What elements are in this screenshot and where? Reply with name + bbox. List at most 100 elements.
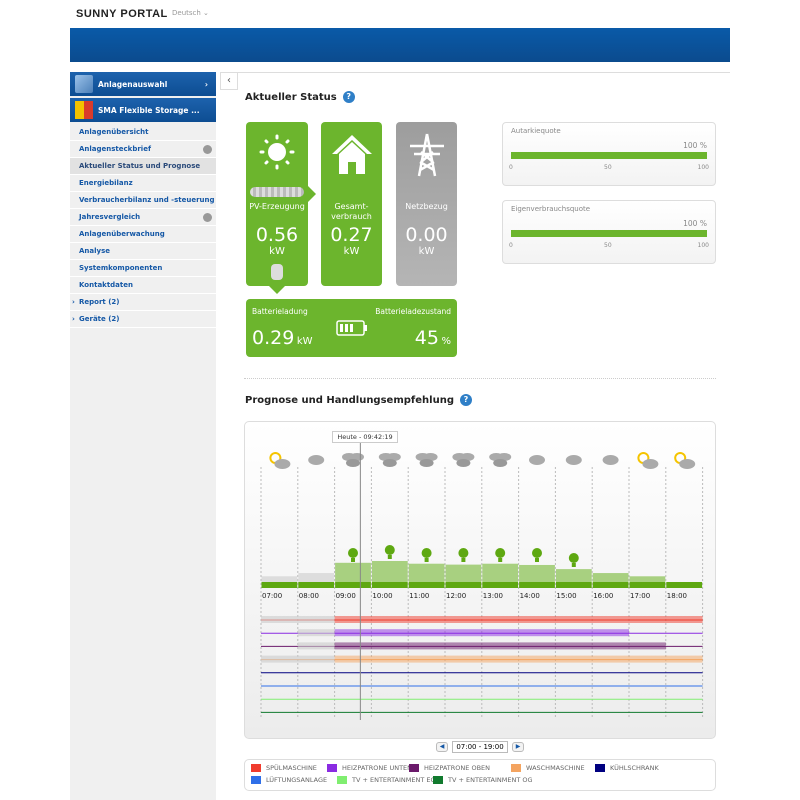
sidebar-item[interactable]: › Report (2): [70, 294, 216, 311]
cloud-icon: [642, 459, 659, 469]
timeline-bar: [666, 582, 703, 588]
flow-pointer: [269, 286, 285, 294]
hour-label: 07:00: [262, 592, 282, 600]
help-icon[interactable]: ?: [459, 394, 472, 406]
lightbulb-icon: [568, 553, 579, 563]
lightbulb-icon: [424, 558, 429, 562]
status-title: Aktueller Status: [245, 91, 337, 103]
cloud-icon: [346, 459, 360, 467]
legend-label: LÜFTUNGSANLAGE: [266, 776, 328, 784]
sidebar-item[interactable]: Jahresvergleich: [70, 209, 216, 226]
forecast-chart: 07:00 08:00 09:00 10:00 11:00 12:00 13:00 14:00…: [244, 421, 716, 739]
forecast-bar: [592, 573, 629, 582]
legend-item: TV + ENTERTAINMENT EG: [337, 776, 436, 784]
tick-label: 100: [697, 164, 709, 171]
logo[interactable]: SUNNY PORTAL: [76, 8, 168, 20]
legend-label: TV + ENTERTAINMENT EG: [352, 776, 436, 784]
battery-soc-value: 45: [414, 327, 439, 349]
forecast-bar: [408, 563, 445, 582]
legend-swatch: [327, 764, 337, 772]
lightbulb-icon: [535, 558, 539, 562]
plant-select-icon: [75, 75, 93, 93]
timeline-bar: [261, 582, 298, 588]
quota-bar: [511, 152, 707, 159]
autarky-quota-panel: Autarkiequote 100 % 0 50 100: [502, 122, 716, 186]
forecast-heading: Prognose und Handlungsempfehlung?: [245, 394, 472, 406]
legend-swatch: [409, 764, 419, 772]
pv-label: PV-Erzeugung: [249, 202, 305, 211]
sidebar-item[interactable]: Anlagenübersicht: [70, 124, 216, 141]
battery-tile: Batterieladung Batterieladezustand 0.29 …: [246, 299, 457, 357]
sidebar-item-label: Anlagenüberwachung: [79, 230, 165, 238]
consumption-value: 0.27: [330, 224, 373, 246]
quota-label: Eigenverbrauchsquote: [511, 205, 591, 213]
sidebar-item-label: Jahresvergleich: [79, 213, 141, 221]
lightbulb-icon: [458, 548, 469, 558]
sidebar-item[interactable]: Verbraucherbilanz und -steuerung: [70, 192, 216, 209]
sidebar-item-label: Anlagenübersicht: [79, 128, 149, 136]
house-icon: [332, 135, 372, 174]
timeline-bar: [592, 582, 629, 588]
legend-label: HEIZPATRONE UNTEN: [342, 764, 413, 772]
consumer-past-bar: [297, 629, 335, 637]
hour-label: 18:00: [667, 592, 687, 600]
hour-label: 15:00: [556, 592, 576, 600]
sidebar-item[interactable]: Anlagensteckbrief: [70, 141, 216, 158]
forecast-bar: [519, 564, 555, 582]
collapse-sidebar-button[interactable]: ‹: [220, 72, 238, 90]
consumption-tile: Gesamt- verbrauch 0.27 kW: [321, 122, 382, 286]
language-select[interactable]: Deutsch ⌄: [172, 9, 209, 17]
cloud-icon: [308, 455, 325, 465]
quota-unit: %: [699, 141, 707, 150]
sidebar-item[interactable]: Anlagenüberwachung: [70, 226, 216, 243]
battery-soc-unit: %: [441, 336, 451, 347]
cloud-icon: [382, 459, 397, 467]
cloud-icon: [423, 453, 438, 461]
forecast-bar: [445, 564, 482, 582]
globe-icon[interactable]: [203, 145, 212, 154]
sidebar-item-label: Systemkomponenten: [79, 264, 163, 272]
forecast-bar: [629, 576, 666, 582]
legend-item: LÜFTUNGSANLAGE: [251, 776, 327, 784]
pv-generation-tile: PV-Erzeugung 0.56 kW: [246, 122, 308, 286]
range-display: 07:00 - 19:00: [452, 741, 508, 753]
globe-icon[interactable]: [203, 213, 212, 222]
sidebar-item[interactable]: Analyse: [70, 243, 216, 260]
lightbulb-icon: [384, 545, 395, 555]
next-range-button[interactable]: ▶: [512, 742, 524, 752]
lightbulb-icon: [348, 548, 358, 558]
timeline-bar: [371, 582, 408, 588]
expand-icon[interactable]: ›: [72, 315, 75, 323]
sidebar-item-label: Verbraucherbilanz und -steuerung: [79, 196, 215, 204]
plant-select-button[interactable]: Anlagenauswahl ›: [70, 72, 216, 96]
grid-label: Netzbezug: [405, 202, 448, 211]
quota-bar-fill: [511, 230, 707, 237]
lightbulb-icon: [498, 558, 503, 562]
cloud-icon: [456, 459, 471, 467]
previous-range-button[interactable]: ◀: [436, 742, 448, 752]
consumption-label: Gesamt-: [334, 202, 369, 211]
sidebar-item[interactable]: Aktueller Status und Prognose: [70, 158, 216, 175]
sidebar-item-label: Geräte (2): [79, 315, 120, 323]
hour-label: 14:00: [520, 592, 540, 600]
battery-soc-label: Batterieladezustand: [375, 307, 451, 316]
expand-icon[interactable]: ›: [72, 298, 75, 306]
sidebar-item[interactable]: Energiebilanz: [70, 175, 216, 192]
inverter-icon: [75, 101, 93, 119]
forecast-bar: [371, 561, 408, 582]
help-icon[interactable]: ?: [342, 91, 355, 103]
sidebar-item-label: Energiebilanz: [79, 179, 133, 187]
hour-label: 09:00: [336, 592, 356, 600]
timeline-bar: [519, 582, 555, 588]
sidebar-item[interactable]: › Geräte (2): [70, 311, 216, 328]
consumer-planned-bar: [334, 655, 703, 663]
forecast-chart-svg: 07:00 08:00 09:00 10:00 11:00 12:00 13:00 14:00…: [260, 442, 704, 720]
pv-unit: kW: [269, 246, 285, 257]
sidebar-item[interactable]: Systemkomponenten: [70, 260, 216, 277]
cloud-icon: [493, 459, 508, 467]
tick-label: 0: [509, 242, 513, 249]
plant-name[interactable]: SMA Flexible Storage ...: [70, 98, 216, 122]
hour-label: 17:00: [630, 592, 650, 600]
sidebar-item[interactable]: Kontaktdaten: [70, 277, 216, 294]
timeline-bar: [482, 582, 519, 588]
